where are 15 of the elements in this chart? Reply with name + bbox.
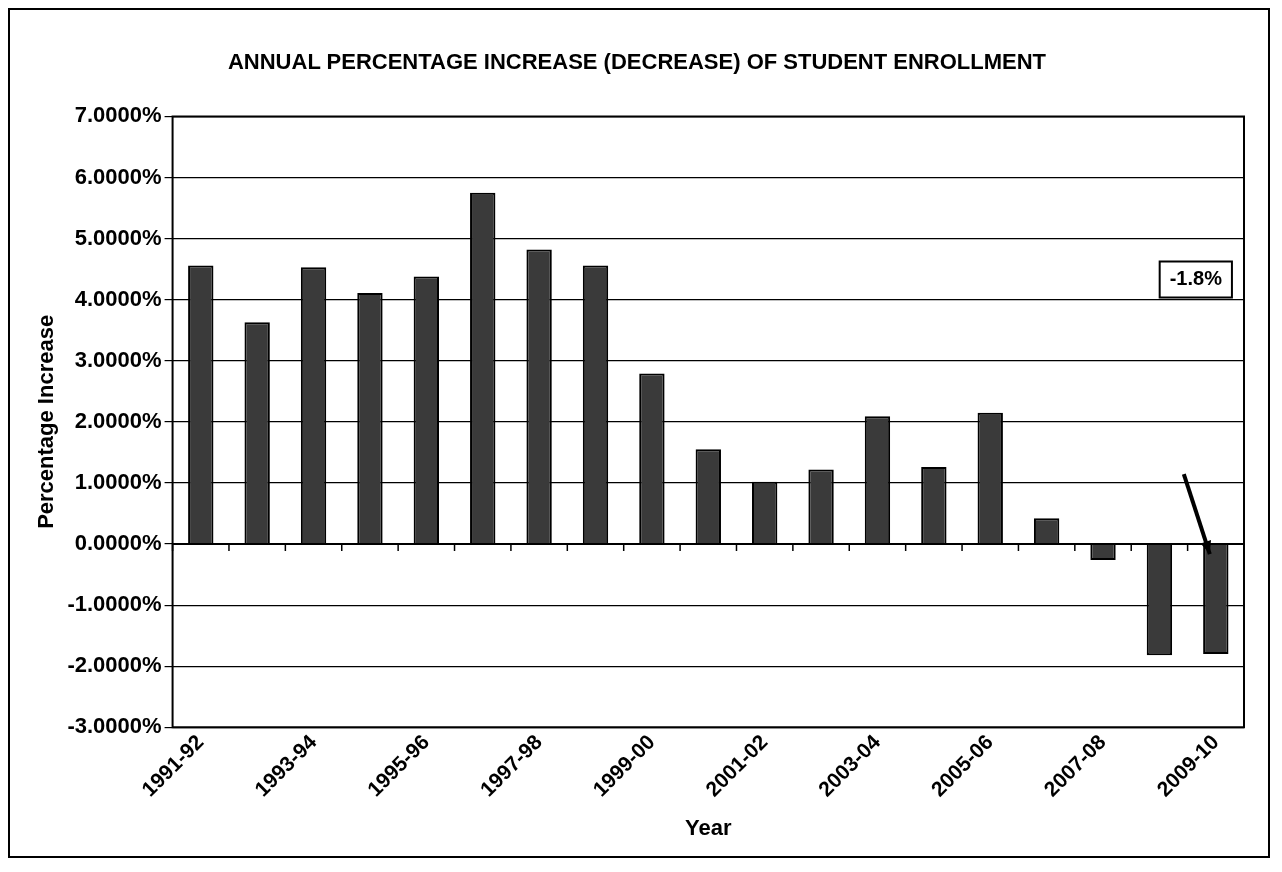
- y-tick-label: 7.0000%: [74, 102, 162, 128]
- y-tick-label: 1.0000%: [74, 468, 162, 494]
- y-tick-label: 6.0000%: [74, 163, 162, 189]
- chart-title: ANNUAL PERCENTAGE INCREASE (DECREASE) OF STUDENT ENROLLMENT: [227, 49, 1047, 75]
- y-tick-label: -1.0000%: [67, 591, 162, 617]
- annotation: -1.8%: [1169, 266, 1223, 289]
- y-tick-label: 2.0000%: [74, 407, 162, 433]
- y-tick-label: 5.0000%: [74, 224, 162, 250]
- y-tick-label: 4.0000%: [74, 285, 162, 311]
- y-tick-label: -3.0000%: [67, 713, 162, 739]
- x-axis-title: Year: [685, 814, 732, 840]
- y-tick-label: 0.0000%: [74, 530, 162, 556]
- y-tick-label: 3.0000%: [74, 346, 162, 372]
- y-axis-title: Percentage Increase: [33, 314, 59, 529]
- y-tick-label: -2.0000%: [67, 652, 162, 678]
